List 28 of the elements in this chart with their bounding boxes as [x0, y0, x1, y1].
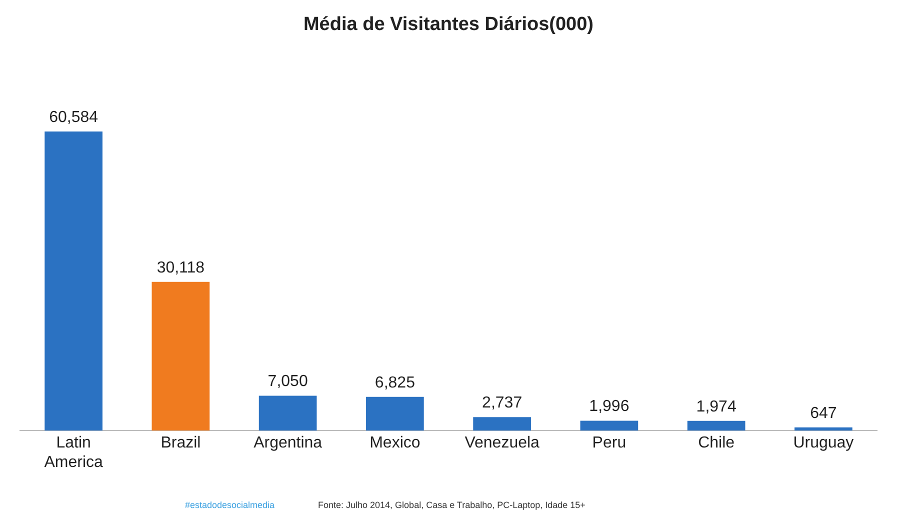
text: #estadodesocialmedia [185, 500, 275, 510]
bar [44, 131, 102, 431]
data-label: 6,825 [374, 374, 416, 392]
x-tick-label: Mexico [370, 434, 420, 452]
bar [258, 396, 317, 431]
x-tick-label: Argentina [254, 434, 322, 452]
chart-title: Média de Visitantes Diários(000) [302, 14, 595, 36]
bar [366, 396, 424, 431]
x-tick-label: Peru [592, 434, 626, 452]
x-tick-label: Brazil [160, 434, 201, 452]
data-label: 60,584 [49, 108, 98, 126]
data-label: 2,737 [482, 394, 522, 412]
data-label: 30,118 [156, 259, 205, 276]
bar [152, 282, 210, 431]
bar [794, 427, 852, 431]
category-label: America [44, 454, 103, 471]
x-tick-label: Chile [698, 434, 735, 452]
data-label: 1,974 [696, 398, 736, 416]
category-label: Latin [56, 434, 91, 452]
source-note: Fonte: Julho 2014, Global, Casa e Trabalho, PC-Laptop, Idade 15+ [318, 500, 586, 510]
data-label: 7,050 [268, 373, 308, 390]
x-tick-label: Venezuela [464, 434, 540, 452]
data-label: 1,996 [589, 398, 630, 416]
data-label: 647 [810, 404, 837, 422]
bar [473, 417, 531, 431]
bar [687, 420, 746, 431]
x-tick-label: Uruguay [793, 434, 854, 452]
bar [580, 420, 638, 431]
